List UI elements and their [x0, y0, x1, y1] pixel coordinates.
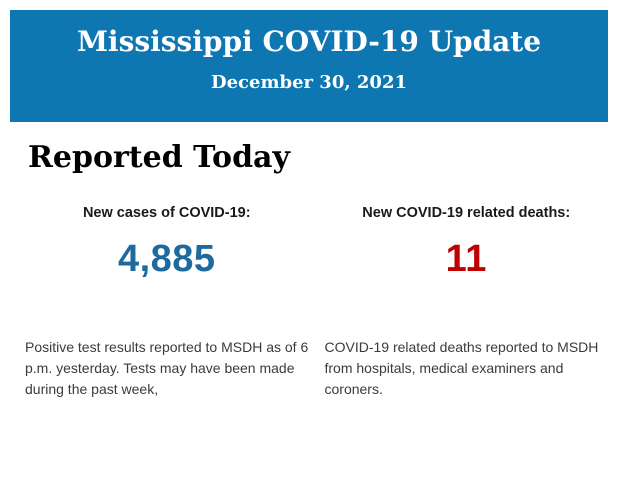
new-cases-description: Positive test results reported to MSDH a…	[25, 339, 309, 397]
new-deaths-label: New COVID-19 related deaths:	[362, 205, 571, 221]
page-title: Mississippi COVID-19 Update	[76, 25, 542, 58]
stats-columns: New cases of COVID-19: 4,885 Positive te…	[25, 205, 608, 400]
new-deaths-value: 11	[445, 238, 487, 280]
new-cases-value: 4,885	[117, 238, 216, 280]
new-deaths-description: COVID-19 related deaths reported to MSDH…	[324, 339, 599, 397]
stat-new-deaths: New COVID-19 related deaths: 11 COVID-19…	[325, 205, 609, 400]
report-date: December 30, 2021	[211, 72, 407, 93]
header-banner: Mississippi COVID-19 Update December 30,…	[10, 10, 608, 122]
section-heading: Reported Today	[28, 140, 290, 175]
stat-new-cases: New cases of COVID-19: 4,885 Positive te…	[25, 205, 309, 400]
new-cases-label: New cases of COVID-19:	[82, 205, 251, 221]
